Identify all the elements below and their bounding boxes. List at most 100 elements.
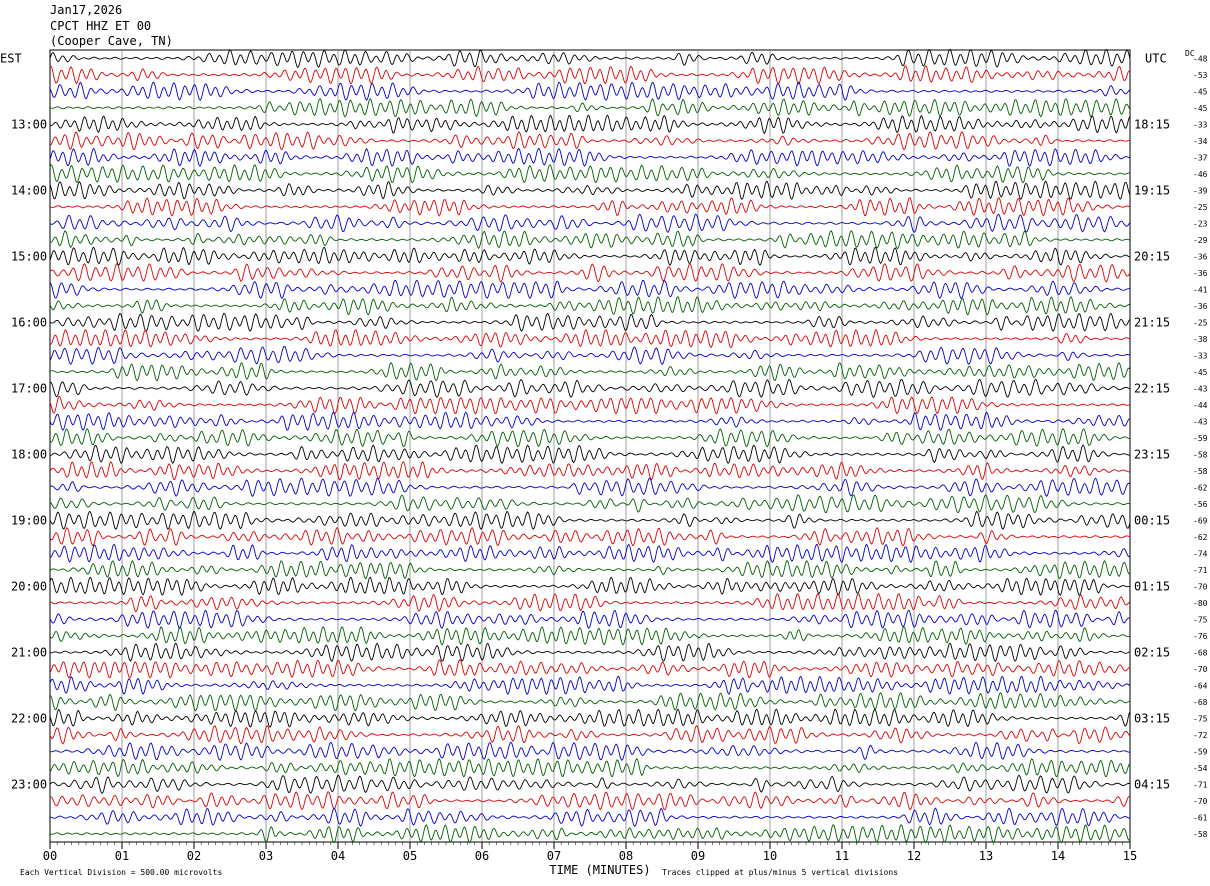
dc-offset-label: -61: [1193, 813, 1208, 822]
dc-offset-label: -25: [1193, 203, 1208, 212]
seismic-trace: [49, 592, 1131, 613]
dc-offset-label: -68: [1193, 698, 1208, 707]
x-tick-label: 00: [43, 849, 57, 863]
dc-offset-label: -71: [1193, 780, 1208, 789]
est-hour-label: 20:00: [11, 579, 47, 593]
dc-offset-label: -70: [1193, 582, 1208, 591]
dc-offset-label: -68: [1193, 648, 1208, 657]
seismic-trace: [49, 741, 1131, 762]
x-tick-label: 04: [331, 849, 345, 863]
seismic-trace: [49, 461, 1131, 481]
dc-offset-label: -76: [1193, 632, 1208, 641]
plot-date: Jan17,2026: [50, 3, 123, 17]
dc-offset-label: -25: [1193, 318, 1208, 327]
utc-timezone-label: UTC: [1145, 51, 1167, 65]
seismic-trace: [49, 213, 1131, 233]
est-hour-label: 18:00: [11, 447, 47, 461]
dc-offset-label: -29: [1193, 236, 1208, 245]
utc-hour-label: 01:15: [1134, 579, 1170, 593]
dc-offset-label: -36: [1193, 302, 1208, 311]
dc-offset-label: -74: [1193, 549, 1208, 558]
seismic-trace: [49, 147, 1131, 167]
seismic-trace: [49, 130, 1131, 151]
seismic-trace: [49, 246, 1131, 266]
dc-offset-label: -62: [1193, 533, 1208, 542]
seismic-trace: [49, 658, 1131, 679]
seismic-trace: [49, 576, 1131, 596]
dc-offset-label: -56: [1193, 500, 1208, 509]
dc-offset-label: -75: [1193, 615, 1208, 624]
x-tick-label: 03: [259, 849, 273, 863]
seismic-trace: [49, 114, 1131, 135]
scale-note: Each Vertical Division = 500.00 microvol…: [20, 868, 222, 877]
x-tick-label: 13: [979, 849, 993, 863]
seismic-trace: [49, 346, 1131, 365]
channel-name: CPCT HHZ ET 00: [50, 19, 152, 33]
seismic-trace: [49, 510, 1131, 530]
est-hour-label: 16:00: [11, 315, 47, 329]
x-tick-label: 02: [187, 849, 201, 863]
seismic-trace: [49, 526, 1131, 547]
utc-hour-label: 03:15: [1134, 711, 1170, 725]
seismic-trace: [49, 48, 1131, 68]
dc-offset-label: -37: [1193, 153, 1208, 162]
dc-offset-label: -46: [1193, 170, 1208, 179]
seismic-trace: [49, 312, 1131, 332]
seismic-trace: [49, 708, 1131, 728]
dc-offset-label: -45: [1193, 87, 1208, 96]
seismic-trace: [49, 675, 1131, 696]
dc-offset-label: -70: [1193, 797, 1208, 806]
dc-offset-label: -58: [1193, 450, 1208, 459]
dc-offset-label: -54: [1193, 764, 1208, 773]
seismic-trace: [49, 411, 1131, 431]
dc-offset-label: -39: [1193, 186, 1208, 195]
seismic-trace: [49, 180, 1131, 201]
seismic-trace: [49, 427, 1131, 448]
dc-offset-label: -41: [1193, 285, 1208, 294]
seismic-trace: [49, 230, 1131, 250]
x-tick-label: 01: [115, 849, 129, 863]
seismic-trace: [49, 164, 1130, 184]
x-tick-label: 09: [691, 849, 705, 863]
dc-offset-label: -33: [1193, 120, 1208, 129]
seismic-trace: [49, 691, 1131, 712]
dc-offset-label: -45: [1193, 368, 1208, 377]
x-tick-label: 12: [907, 849, 921, 863]
seismic-trace: [50, 642, 1131, 663]
dc-offset-label: -59: [1193, 434, 1208, 443]
dc-offset-label: -43: [1193, 384, 1208, 393]
dc-offset-label: -53: [1193, 71, 1208, 80]
utc-hour-label: 18:15: [1134, 117, 1170, 131]
est-hour-label: 15:00: [11, 249, 47, 263]
dc-offset-label: -58: [1193, 830, 1208, 839]
seismic-trace: [49, 477, 1131, 497]
dc-offset-label: -59: [1193, 747, 1208, 756]
x-tick-label: 10: [763, 849, 777, 863]
seismic-trace: [49, 361, 1131, 382]
seismic-trace: [49, 724, 1131, 745]
dc-offset-label: -34: [1193, 137, 1208, 146]
seismic-trace: [50, 378, 1131, 398]
dc-offset-label: -48: [1193, 54, 1208, 63]
dc-offset-label: -43: [1193, 417, 1208, 426]
seismic-trace: [49, 791, 1131, 811]
seismic-trace: [49, 807, 1131, 827]
x-tick-label: 07: [547, 849, 561, 863]
station-location: (Cooper Cave, TN): [50, 34, 173, 48]
dc-offset-label: -58: [1193, 467, 1208, 476]
est-hour-label: 14:00: [11, 183, 47, 197]
x-tick-label: 06: [475, 849, 489, 863]
dc-offset-label: -62: [1193, 483, 1208, 492]
dc-offset-label: -45: [1193, 104, 1208, 113]
x-tick-label: 15: [1123, 849, 1137, 863]
seismic-trace: [49, 296, 1130, 316]
seismic-trace: [49, 81, 1131, 101]
dc-offset-label: -70: [1193, 665, 1208, 674]
utc-hour-label: 02:15: [1134, 645, 1170, 659]
seismic-trace: [49, 543, 1131, 564]
seismic-trace: [49, 774, 1131, 794]
dc-offset-label: -33: [1193, 351, 1208, 360]
utc-hour-label: 00:15: [1134, 513, 1170, 527]
dc-offset-label: -36: [1193, 269, 1208, 278]
